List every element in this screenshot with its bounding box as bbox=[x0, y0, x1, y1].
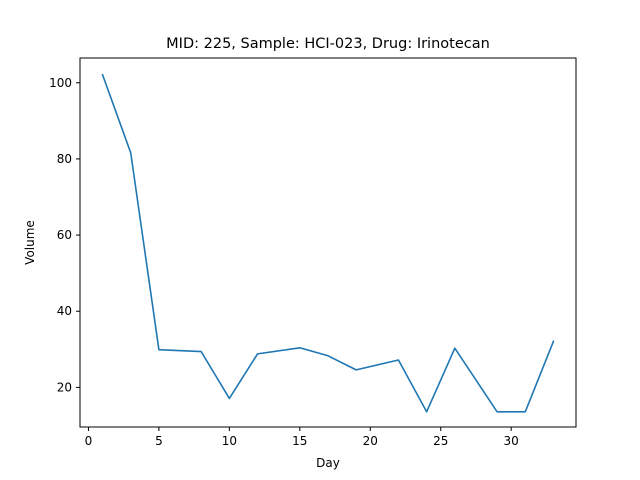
y-tick-label: 40 bbox=[57, 304, 72, 318]
y-axis: 20 40 60 80 100 bbox=[49, 76, 80, 394]
plot-area bbox=[101, 73, 555, 413]
plot-frame bbox=[79, 57, 577, 428]
x-tick-label: 30 bbox=[504, 434, 519, 448]
y-tick-label: 20 bbox=[57, 380, 72, 394]
series-line bbox=[101, 73, 555, 413]
x-tick-label: 20 bbox=[363, 434, 378, 448]
y-axis-label: Volume bbox=[23, 220, 37, 265]
x-tick-label: 0 bbox=[85, 434, 93, 448]
x-tick-label: 10 bbox=[222, 434, 237, 448]
x-axis-label: Day bbox=[316, 456, 340, 470]
x-tick-label: 25 bbox=[433, 434, 448, 448]
x-tick-label: 15 bbox=[292, 434, 307, 448]
x-tick-label: 5 bbox=[155, 434, 163, 448]
x-axis: 0 5 10 15 20 25 30 bbox=[85, 427, 519, 448]
y-tick-label: 100 bbox=[49, 76, 72, 90]
chart-title: MID: 225, Sample: HCI-023, Drug: Irinote… bbox=[166, 36, 490, 52]
y-tick-label: 80 bbox=[57, 152, 72, 166]
y-tick-label: 60 bbox=[57, 228, 72, 242]
